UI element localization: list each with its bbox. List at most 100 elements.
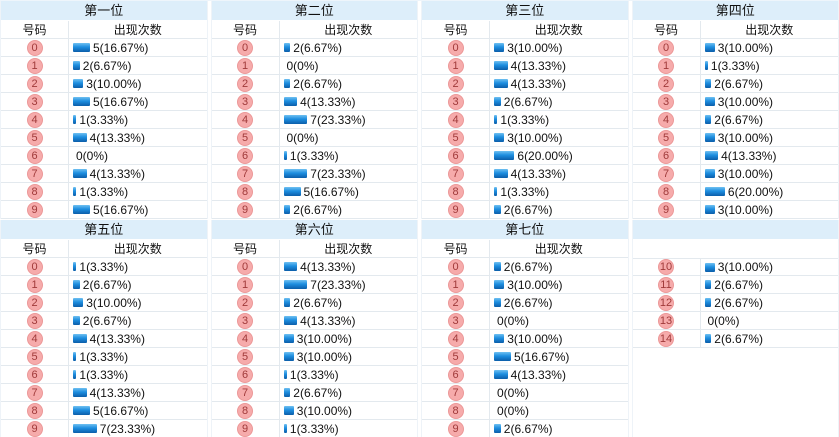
number-badge: 3 bbox=[237, 312, 253, 329]
frequency-label: 4(13.33%) bbox=[89, 331, 145, 346]
count-cell: 3(10.00%) bbox=[701, 201, 839, 218]
frequency-label: 0(0%) bbox=[286, 130, 319, 145]
count-cell: 2(6.67%) bbox=[701, 276, 839, 293]
frequency-row: 13 0(0%) bbox=[632, 312, 839, 330]
frequency-bar bbox=[704, 205, 715, 214]
frequency-label: 4(13.33%) bbox=[89, 130, 145, 145]
frequency-label: 2(6.67%) bbox=[714, 112, 763, 127]
number-cell: 8 bbox=[1, 402, 69, 419]
number-cell: 1 bbox=[1, 57, 69, 74]
frequency-row: 6 1(3.33%) bbox=[211, 366, 417, 384]
number-badge: 8 bbox=[447, 183, 464, 200]
frequency-row: 0 2(6.67%) bbox=[422, 258, 628, 276]
number-badge: 7 bbox=[26, 384, 43, 401]
frequency-label: 1(3.33%) bbox=[710, 58, 760, 73]
frequency-label: 5(16.67%) bbox=[93, 40, 149, 55]
number-column-header: 号码 bbox=[422, 240, 490, 257]
number-cell: 0 bbox=[1, 258, 69, 275]
section-title: 第四位 bbox=[632, 1, 838, 21]
number-badge: 2 bbox=[447, 75, 464, 92]
position-section: 第四位 号码 出现次数 0 3(10.00%) 1 1(3.33%) 2 2(6.67%) 3 3(… bbox=[631, 1, 839, 219]
number-badge: 3 bbox=[658, 93, 674, 110]
number-cell: 0 bbox=[633, 39, 701, 56]
frequency-row: 9 2(6.67%) bbox=[422, 420, 628, 437]
frequency-bar bbox=[704, 169, 715, 178]
column-header-row: 号码 出现次数 bbox=[211, 240, 417, 258]
frequency-row: 4 3(10.00%) bbox=[211, 330, 417, 348]
number-cell: 0 bbox=[422, 39, 490, 56]
frequency-bar bbox=[283, 298, 291, 307]
count-cell: 2(6.67%) bbox=[701, 111, 839, 128]
number-badge: 0 bbox=[26, 39, 43, 56]
count-cell: 1(3.33%) bbox=[69, 348, 207, 365]
frequency-bar bbox=[73, 187, 77, 196]
frequency-label: 4(13.33%) bbox=[89, 385, 145, 400]
count-cell: 0(0%) bbox=[490, 402, 628, 419]
count-cell: 4(13.33%) bbox=[490, 57, 628, 74]
frequency-row: 14 2(6.67%) bbox=[632, 330, 838, 348]
number-badge: 1 bbox=[447, 276, 464, 293]
frequency-row: 8 0(0%) bbox=[422, 402, 628, 420]
number-cell: 10 bbox=[633, 259, 701, 275]
number-badge: 8 bbox=[447, 402, 464, 419]
count-cell: 2(6.67%) bbox=[701, 75, 839, 92]
frequency-label: 2(6.67%) bbox=[293, 295, 342, 310]
frequency-row: 9 5(16.67%) bbox=[1, 201, 207, 219]
number-cell: 4 bbox=[633, 111, 701, 128]
frequency-row: 7 7(23.33%) bbox=[211, 165, 417, 183]
frequency-label: 3(10.00%) bbox=[507, 277, 563, 292]
frequency-label: 3(10.00%) bbox=[717, 40, 774, 55]
frequency-label: 2(6.67%) bbox=[82, 58, 132, 73]
frequency-row: 9 7(23.33%) bbox=[1, 420, 207, 437]
frequency-bar bbox=[494, 43, 505, 52]
frequency-row: 8 6(20.00%) bbox=[632, 183, 838, 201]
count-cell: 7(23.33%) bbox=[280, 276, 418, 293]
frequency-label: 3(10.00%) bbox=[86, 295, 142, 310]
frequency-bar bbox=[73, 352, 77, 361]
frequency-bar bbox=[494, 133, 505, 142]
number-badge: 3 bbox=[237, 93, 253, 110]
count-cell: 2(6.67%) bbox=[490, 294, 628, 311]
frequency-label: 1(3.33%) bbox=[289, 367, 339, 382]
frequency-bar bbox=[283, 151, 287, 160]
number-cell: 6 bbox=[633, 147, 701, 164]
position-section: 第三位 号码 出现次数 0 3(10.00%) 1 4(13.33%) 2 4(13.33%) 3… bbox=[421, 1, 629, 219]
frequency-row: 2 2(6.67%) bbox=[211, 294, 417, 312]
count-cell: 5(16.67%) bbox=[69, 93, 207, 110]
frequency-row: 0 3(10.00%) bbox=[632, 39, 838, 57]
number-cell: 3 bbox=[212, 93, 280, 110]
frequency-label: 4(13.33%) bbox=[510, 367, 566, 382]
number-cell: 7 bbox=[1, 384, 69, 401]
count-column-header: 出现次数 bbox=[534, 23, 583, 37]
number-cell: 2 bbox=[633, 75, 701, 92]
section-title: 第五位 bbox=[1, 220, 207, 240]
number-badge: 4 bbox=[658, 111, 674, 128]
frequency-row: 6 4(13.33%) bbox=[422, 366, 628, 384]
number-cell: 7 bbox=[422, 384, 490, 401]
number-badge: 13 bbox=[658, 312, 674, 329]
count-cell: 7(23.33%) bbox=[69, 420, 207, 437]
frequency-label: 4(13.33%) bbox=[510, 58, 566, 73]
frequency-bar bbox=[73, 262, 77, 271]
count-cell: 0(0%) bbox=[701, 312, 839, 329]
count-cell: 3(10.00%) bbox=[701, 93, 839, 110]
count-column-header bbox=[701, 240, 839, 258]
frequency-bar bbox=[73, 388, 87, 397]
number-badge: 1 bbox=[26, 57, 43, 74]
frequency-bar bbox=[283, 169, 308, 178]
number-cell: 6 bbox=[1, 147, 69, 164]
frequency-bar bbox=[283, 205, 291, 214]
number-badge: 8 bbox=[237, 402, 253, 419]
frequency-bar bbox=[704, 79, 712, 88]
number-cell: 7 bbox=[212, 165, 280, 182]
number-badge: 7 bbox=[26, 165, 43, 182]
frequency-bar bbox=[704, 262, 715, 272]
count-cell: 3(10.00%) bbox=[490, 39, 628, 56]
number-badge: 4 bbox=[237, 330, 253, 347]
frequency-row: 3 4(13.33%) bbox=[211, 312, 417, 330]
count-cell: 2(6.67%) bbox=[701, 294, 839, 311]
frequency-row: 3 3(10.00%) bbox=[632, 93, 839, 111]
frequency-label: 3(10.00%) bbox=[717, 260, 774, 274]
frequency-bar bbox=[73, 334, 87, 343]
